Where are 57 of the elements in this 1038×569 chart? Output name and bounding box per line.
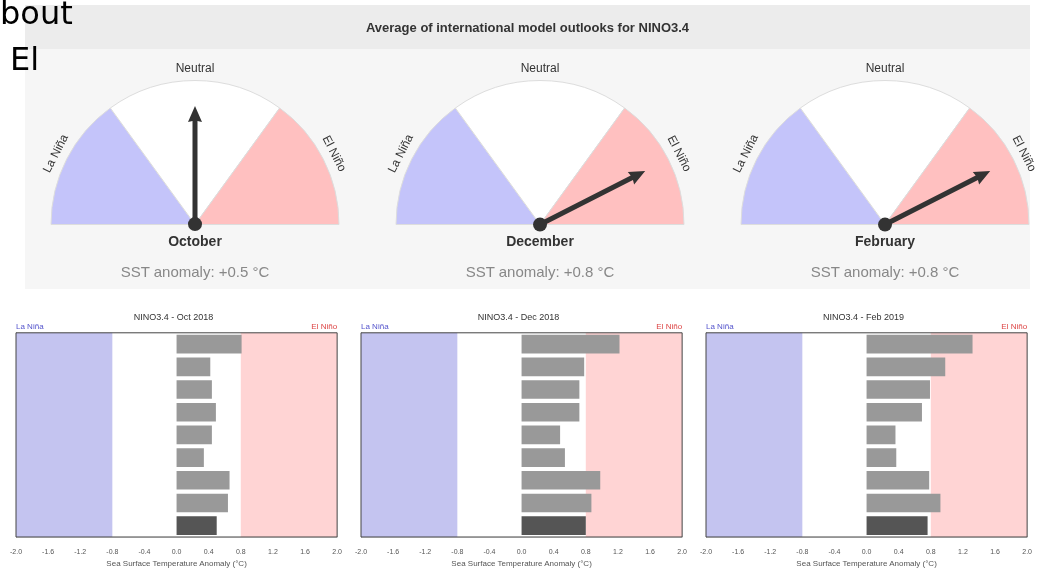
bar xyxy=(866,493,941,513)
chart-title: NINO3.4 - Feb 2019 xyxy=(822,311,905,322)
text: February xyxy=(854,233,916,249)
text: December xyxy=(505,233,575,249)
bar xyxy=(866,470,930,490)
slice-label: Neutral xyxy=(520,60,560,75)
bar xyxy=(866,334,973,354)
bar xyxy=(521,402,580,422)
bar xyxy=(521,516,586,535)
bar xyxy=(176,493,228,513)
band-label: La Niña xyxy=(706,322,735,331)
bar xyxy=(866,448,897,467)
chart-title: Average of international model outlooks for NINO3.4 xyxy=(365,19,690,35)
band-label: La Niña xyxy=(361,322,390,331)
slice-label: La Niña xyxy=(729,131,762,175)
text: El xyxy=(10,40,40,78)
bar xyxy=(866,357,946,377)
text: SST anomaly: +0.8 °C xyxy=(809,263,961,280)
band-label: La Niña xyxy=(16,322,45,331)
bar xyxy=(176,334,242,354)
bar xyxy=(176,357,211,377)
slice-label: Neutral xyxy=(865,60,905,75)
bar xyxy=(176,380,212,399)
slice-label: El Niño xyxy=(319,132,350,175)
slice-label: La Niña xyxy=(384,131,417,175)
bar xyxy=(866,402,922,422)
band-label: El Niño xyxy=(656,322,683,331)
bar xyxy=(521,425,561,445)
bar xyxy=(176,516,217,535)
slice-label: La Niña xyxy=(39,131,72,175)
band-label: El Niño xyxy=(311,322,338,331)
bar xyxy=(176,402,216,422)
bar xyxy=(866,425,896,445)
bar xyxy=(176,448,204,467)
bar xyxy=(521,448,565,467)
chart-title: NINO3.4 - Oct 2018 xyxy=(133,311,214,322)
bar xyxy=(866,516,928,535)
band-label: El Niño xyxy=(1001,322,1028,331)
x-axis-title: Sea Surface Temperature Anomaly (°C) xyxy=(106,559,248,569)
text: SST anomaly: +0.8 °C xyxy=(464,263,616,280)
bar xyxy=(521,357,585,377)
slice-label: El Niño xyxy=(1009,132,1038,175)
text: SST anomaly: +0.5 °C xyxy=(119,263,271,280)
x-axis-title: Sea Surface Temperature Anomaly (°C) xyxy=(451,559,593,569)
bar xyxy=(521,334,620,354)
text: bout xyxy=(0,0,73,32)
bar xyxy=(521,493,592,513)
x-axis-title: Sea Surface Temperature Anomaly (°C) xyxy=(796,559,938,569)
bar xyxy=(521,470,601,490)
text: October xyxy=(167,233,223,249)
chart-title: NINO3.4 - Dec 2018 xyxy=(477,311,560,322)
slice-label: Neutral xyxy=(175,60,215,75)
slice-label: El Niño xyxy=(664,132,695,175)
bar xyxy=(866,380,930,399)
bar xyxy=(176,425,212,445)
bar xyxy=(176,470,230,490)
bar xyxy=(521,380,580,399)
